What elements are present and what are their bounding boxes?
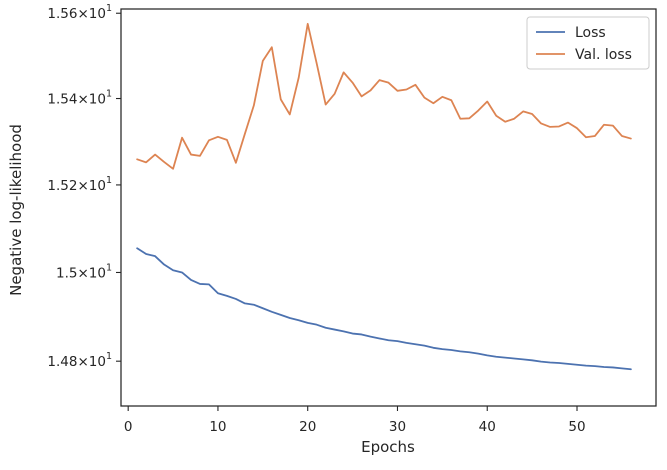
series-line-1 (136, 22, 632, 170)
x-axis: 0 10 20 30 40 50 (124, 406, 586, 435)
x-tick-label: 40 (479, 419, 496, 435)
series-line-0 (136, 247, 632, 371)
plot-frame (120, 8, 657, 407)
y-tick-label: 1.54×101 (47, 89, 112, 108)
y-tick-label: 1.56×101 (47, 3, 112, 22)
x-axis-title: Epochs (361, 438, 415, 456)
legend-label: Val. loss (575, 47, 632, 63)
legend-box (526, 16, 650, 70)
x-tick-label: 20 (299, 419, 316, 435)
legend-label: Loss (575, 25, 606, 41)
legend: Loss Val. loss (526, 16, 650, 70)
x-tick-label: 0 (124, 419, 133, 435)
y-tick-label: 1.48×101 (47, 351, 112, 370)
y-tick-label: 1.52×101 (47, 175, 112, 194)
x-tick-label: 10 (209, 419, 226, 435)
x-tick-label: 30 (389, 419, 406, 435)
plot-marks (136, 22, 632, 371)
y-tick-label: 1.5×101 (56, 262, 112, 281)
x-tick-label: 50 (568, 419, 585, 435)
y-axis-title: Negative log-likelihood (7, 124, 25, 296)
y-axis: 1.48×101 1.5×101 1.52×101 1.54×101 1.56×101 (47, 3, 121, 370)
